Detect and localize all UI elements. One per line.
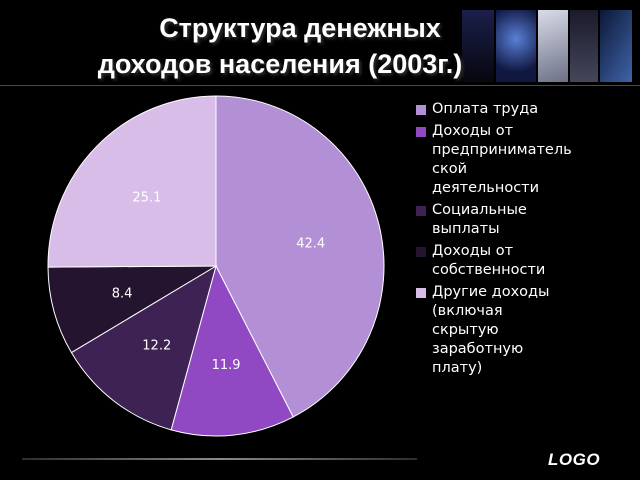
data-label-social-payments: 12.2 (142, 338, 171, 353)
decorative-header-image (462, 10, 632, 82)
data-label-other-income: 25.1 (132, 190, 161, 205)
pie-slice-business-income (170, 264, 294, 437)
legend-label: Социальные выплаты (432, 202, 527, 237)
slide-title: Структура денежных доходов населения (20… (0, 10, 560, 82)
data-label-wages: 42.4 (296, 237, 325, 252)
legend-label: Оплата труда (432, 101, 539, 117)
legend-item-property-income: Доходы от собственности (414, 242, 614, 280)
legend-swatch (416, 288, 426, 298)
legend-swatch (416, 247, 426, 257)
legend-label: Другие доходы (включая скрытую заработную пл… (432, 284, 550, 376)
legend-item-wages: Оплата труда (414, 100, 614, 119)
slide-title-line-1: Структура денежных (159, 13, 441, 43)
pie-slice-wages (215, 95, 385, 418)
legend-item-social-payments: Социальные выплаты (414, 201, 614, 239)
pie-slice-property-income (47, 265, 218, 354)
legend-swatch (416, 127, 426, 137)
legend-item-other-income: Другие доходы (включая скрытую заработную пл… (414, 283, 614, 378)
data-label-property-income: 8.4 (112, 286, 133, 301)
pie-slice-social-payments (70, 264, 217, 431)
legend-item-business-income: Доходы от предприниматель ской деятельности (414, 122, 614, 198)
slide-title-line-2: доходов населения (2003г.) (97, 49, 463, 79)
footer-divider (22, 458, 417, 460)
logo: LOGO (548, 450, 601, 469)
legend-swatch (416, 206, 426, 216)
chart-legend: Оплата труда Доходы от предприниматель ской… (414, 100, 614, 381)
legend-swatch (416, 105, 426, 115)
data-label-business-income: 11.9 (212, 358, 241, 373)
pie-slice-other-income (47, 95, 217, 268)
legend-label: Доходы от собственности (432, 243, 546, 278)
legend-label: Доходы от предприниматель ской деятельности (432, 123, 572, 196)
title-divider (0, 85, 640, 86)
